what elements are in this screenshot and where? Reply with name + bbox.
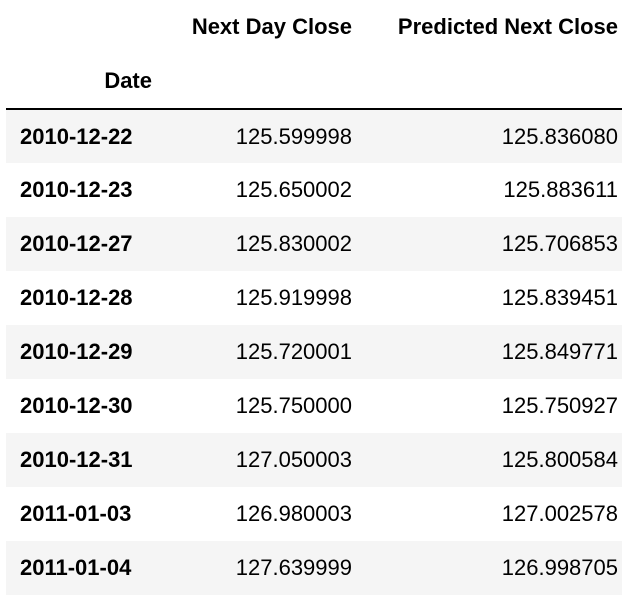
table-row: 2010-12-22 125.599998 125.836080: [6, 109, 622, 163]
row-date: 2010-12-29: [20, 339, 133, 364]
cell-predicted-next-close: 125.883611: [503, 177, 618, 202]
cell-next-day-close: 125.919998: [235, 285, 352, 310]
cell-predicted-next-close: 125.839451: [501, 285, 618, 310]
row-date: 2010-12-23: [20, 177, 133, 202]
row-date: 2010-12-28: [20, 285, 133, 310]
table-row: 2010-12-23 125.650002 125.883611: [6, 163, 622, 217]
table-body: 2010-12-22 125.599998 125.836080 2010-12…: [6, 109, 622, 595]
index-header-blank: [156, 54, 356, 110]
cell-predicted-next-close: 125.750927: [501, 393, 618, 418]
row-date: 2010-12-30: [20, 393, 133, 418]
cell-next-day-close: 127.050003: [235, 447, 352, 472]
table-header: Next Day Close Predicted Next Close Date: [6, 0, 622, 110]
index-header-blank: [356, 54, 622, 110]
table-row: 2010-12-30 125.750000 125.750927: [6, 379, 622, 433]
row-date: 2010-12-31: [20, 447, 133, 472]
cell-predicted-next-close: 125.706853: [501, 231, 618, 256]
table-row: 2010-12-28 125.919998 125.839451: [6, 271, 622, 325]
index-header-row: Date: [6, 54, 622, 110]
cell-next-day-close: 125.599998: [235, 123, 352, 149]
table-row: 2010-12-31 127.050003 125.800584: [6, 433, 622, 487]
cell-next-day-close: 125.650002: [235, 177, 352, 202]
table-row: 2011-01-03 126.980003 127.002578: [6, 487, 622, 541]
column-header-blank: [6, 0, 156, 54]
row-date: 2011-01-03: [20, 501, 132, 526]
row-date: 2010-12-27: [20, 231, 133, 256]
cell-next-day-close: 125.750000: [235, 393, 352, 418]
cell-next-day-close: 126.980003: [235, 501, 352, 526]
table-row: 2010-12-29 125.720001 125.849771: [6, 325, 622, 379]
cell-next-day-close: 127.639999: [235, 555, 352, 580]
cell-next-day-close: 125.830002: [235, 231, 352, 256]
table-row: 2011-01-04 127.639999 126.998705: [6, 541, 622, 595]
column-header-row: Next Day Close Predicted Next Close: [6, 0, 622, 54]
column-header-predicted-next-close: Predicted Next Close: [397, 14, 618, 39]
row-date: 2011-01-04: [20, 555, 132, 580]
cell-predicted-next-close: 125.849771: [501, 339, 618, 364]
row-date: 2010-12-22: [20, 123, 133, 149]
cell-predicted-next-close: 126.998705: [501, 555, 618, 580]
index-name-header: Date: [6, 54, 156, 110]
dataframe-table: Next Day Close Predicted Next Close Date…: [6, 0, 622, 595]
cell-predicted-next-close: 127.002578: [501, 501, 618, 526]
cell-next-day-close: 125.720001: [235, 339, 352, 364]
cell-predicted-next-close: 125.836080: [501, 123, 618, 149]
column-header-next-day-close: Next Day Close: [191, 14, 352, 39]
cell-predicted-next-close: 125.800584: [501, 447, 618, 472]
table-row: 2010-12-27 125.830002 125.706853: [6, 217, 622, 271]
